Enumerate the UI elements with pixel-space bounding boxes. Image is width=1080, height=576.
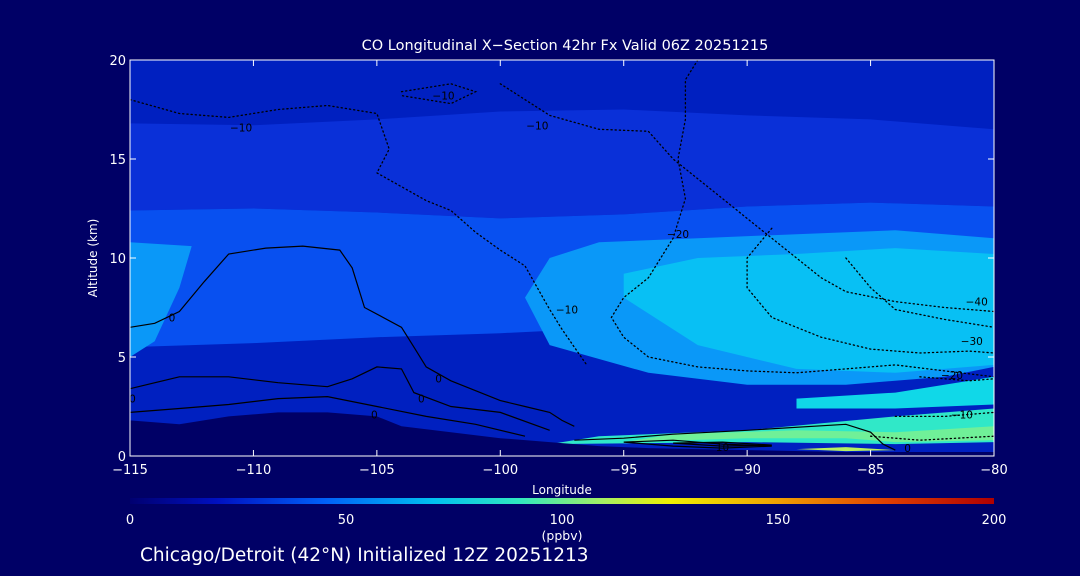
contour-line (869, 435, 994, 441)
contour-label: −40 (966, 297, 988, 309)
y-tick-label: 0 (118, 450, 126, 465)
x-axis: −115 −110 −105 −100 −95 −90 −85 −80 (112, 60, 1008, 478)
contour-label: −10 (526, 120, 548, 132)
x-tick-label: −90 (733, 463, 760, 478)
x-tick-label: −105 (359, 463, 395, 478)
x-tick-label: −100 (482, 463, 518, 478)
colorbar-tick-label: 0 (126, 513, 134, 528)
contour-lines (130, 60, 994, 451)
contour-line (130, 395, 526, 437)
contour-label: −30 (961, 336, 983, 348)
contour-line (746, 227, 994, 354)
x-tick-label: −85 (857, 463, 884, 478)
colorbar-ticks: 0 50 100 150 200 (126, 513, 1007, 528)
chart-title: CO Longitudinal X−Section 42hr Fx Valid … (362, 38, 769, 54)
contour-line (499, 83, 994, 313)
colorbar-tick-label: 150 (766, 513, 791, 528)
contour-label: −10 (556, 304, 578, 316)
contour-label: −10 (230, 122, 252, 134)
co_ppbv_55-region (130, 242, 192, 357)
y-tick-label: 15 (109, 153, 126, 168)
contour-label: −20 (941, 370, 963, 382)
contour-label: 0 (904, 443, 911, 455)
contour-label: 10 (716, 442, 729, 454)
footer-caption: Chicago/Detroit (42°N) Initialized 12Z 2… (140, 545, 589, 566)
contour-line (130, 245, 575, 427)
x-axis-label: Longitude (532, 483, 592, 497)
contour-label: −20 (667, 229, 689, 241)
y-axis-label: Altitude (km) (86, 219, 100, 298)
contour-line (574, 423, 896, 451)
x-tick-label: −95 (610, 463, 637, 478)
x-tick-label: −115 (112, 463, 148, 478)
contour-line (623, 439, 772, 449)
terrain-layer (130, 412, 994, 456)
co_ppbv_65-region (623, 248, 994, 373)
colorbar-tick-label: 100 (550, 513, 575, 528)
contour-label: −10 (951, 409, 973, 421)
contour-label: −10 (432, 91, 454, 103)
contour-line (130, 98, 588, 366)
colorbar-tick-label: 50 (338, 513, 355, 528)
x-tick-label: −80 (980, 463, 1007, 478)
y-tick-label: 20 (109, 54, 126, 69)
contour-label: 0 (129, 394, 136, 406)
contour-line (610, 60, 994, 378)
contour-line (919, 376, 994, 382)
y-axis: 0 5 10 15 20 (109, 54, 994, 465)
co_ppbv_75-region (796, 376, 994, 409)
contour-label: 0 (169, 312, 176, 324)
terrain-mask (130, 412, 994, 456)
colorbar (130, 498, 994, 504)
contour-label: 0 (435, 374, 442, 386)
contour-label: 0 (371, 409, 378, 421)
contour-line (673, 441, 772, 447)
y-tick-label: 10 (109, 252, 126, 267)
colorbar-tick-label: 200 (982, 513, 1007, 528)
contour-label: 0 (418, 394, 425, 406)
y-tick-label: 5 (118, 351, 126, 366)
co_ppbv_35-region (130, 109, 994, 219)
contour-line (845, 257, 994, 328)
contour-line (130, 366, 550, 431)
contour-line (400, 83, 478, 105)
x-tick-label: −110 (236, 463, 272, 478)
colorbar-units: (ppbv) (542, 528, 583, 543)
contour-line (894, 411, 994, 418)
